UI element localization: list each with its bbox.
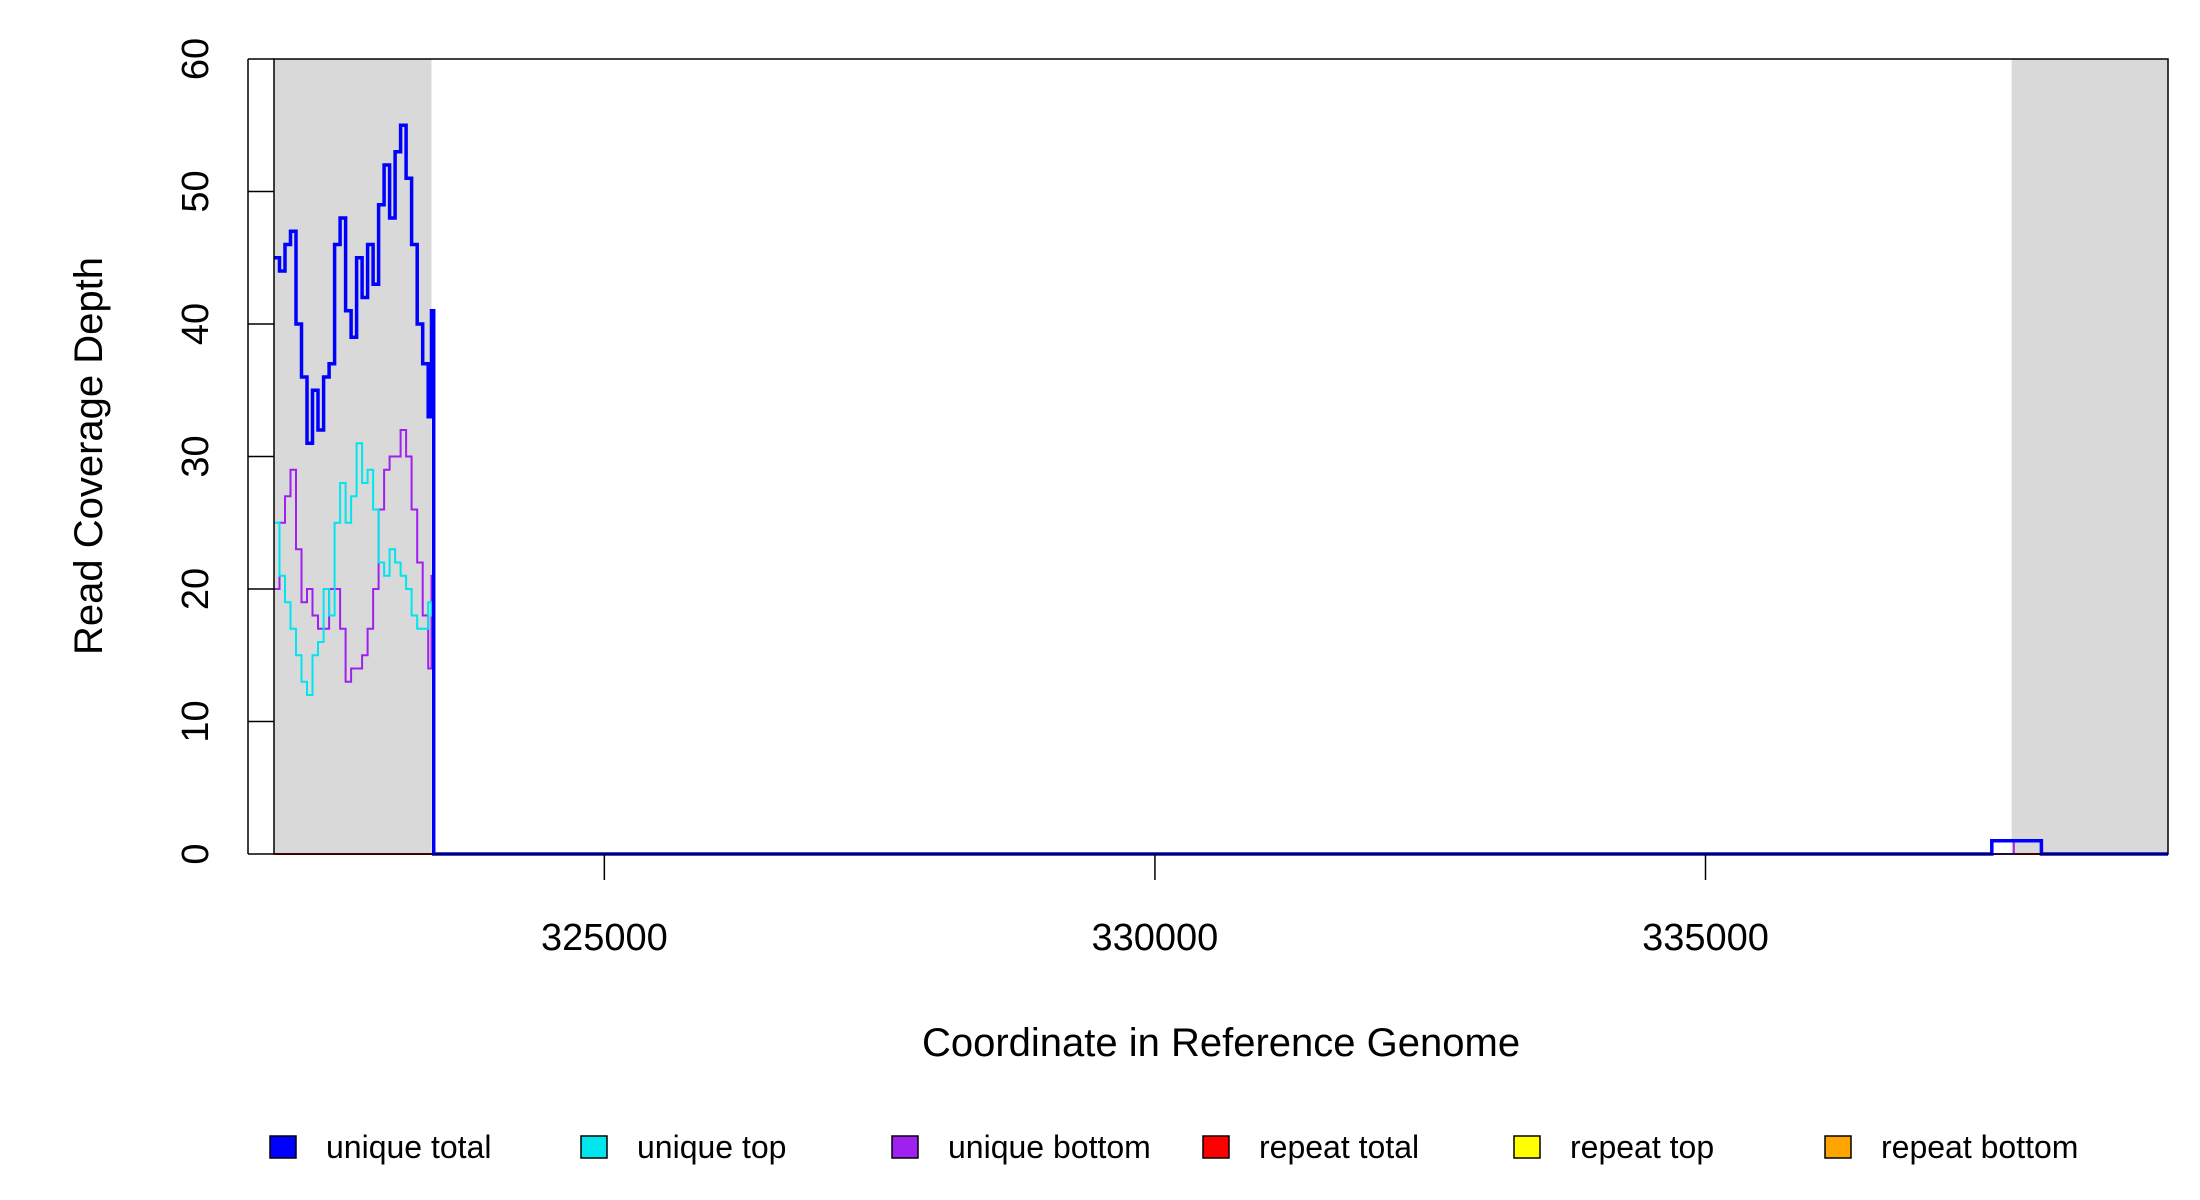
y-axis: 0 10 20 30 40 50 60 [175, 38, 274, 865]
series-line-unique-bottom [274, 429, 2168, 855]
y-tick-label: 20 [175, 568, 217, 610]
x-tick-label: 330000 [1092, 917, 1219, 959]
legend-swatch-repeat-bottom [1824, 1135, 1852, 1159]
y-tick-label: 10 [175, 700, 217, 742]
legend-swatch-unique-top [580, 1135, 608, 1159]
x-tick-label: 335000 [1642, 917, 1769, 959]
x-axis: 325000 330000 335000 [541, 854, 1769, 959]
y-tick-label: 60 [175, 38, 217, 80]
legend-label-repeat-top: repeat top [1570, 1129, 1714, 1165]
legend-swatch-repeat-total [1202, 1135, 1230, 1159]
plot-frame [273, 58, 2169, 855]
y-tick-label: 50 [175, 170, 217, 212]
legend-label-unique-top: unique top [637, 1129, 786, 1165]
x-axis-label: Coordinate in Reference Genome [922, 1021, 1520, 1065]
legend-swatch-unique-total [269, 1135, 297, 1159]
y-tick-label: 0 [175, 843, 217, 864]
y-axis-label: Read Coverage Depth [67, 257, 111, 655]
legend-swatch-unique-bottom [891, 1135, 919, 1159]
series-line-unique-top [274, 442, 2168, 855]
y-tick-label: 30 [175, 435, 217, 477]
series-line-unique-total [274, 123, 2168, 856]
legend: unique total unique top unique bottom repea… [269, 1129, 2078, 1165]
series-lines [274, 123, 2168, 856]
y-tick-label: 40 [175, 303, 217, 345]
legend-label-repeat-bottom: repeat bottom [1881, 1129, 2078, 1165]
shaded-region-2 [2011, 59, 2168, 854]
legend-label-unique-total: unique total [326, 1129, 491, 1165]
legend-swatch-repeat-top [1513, 1135, 1541, 1159]
legend-label-repeat-total: repeat total [1259, 1129, 1419, 1165]
shaded-regions [274, 59, 2168, 854]
x-tick-label: 325000 [541, 917, 668, 959]
legend-label-unique-bottom: unique bottom [948, 1129, 1151, 1165]
